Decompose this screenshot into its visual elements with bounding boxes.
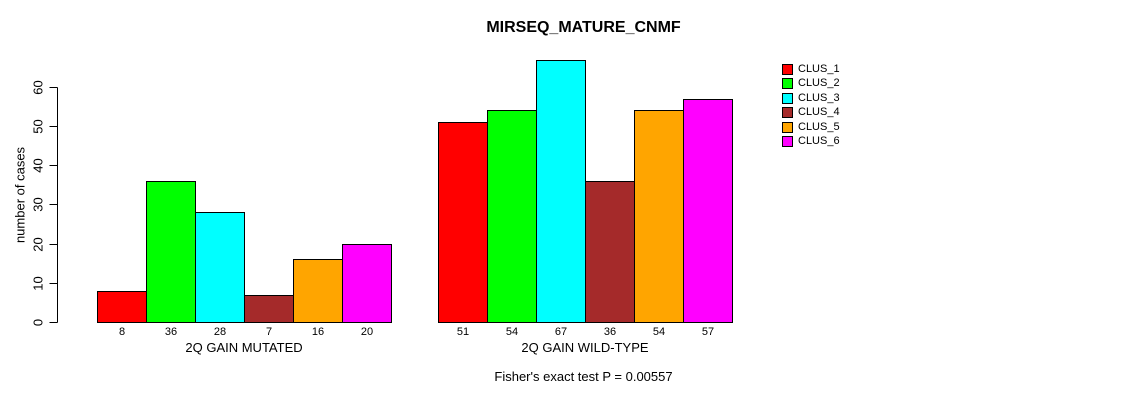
legend-swatch-clus-5 bbox=[782, 121, 793, 133]
bar-value-label: 51 bbox=[457, 326, 469, 338]
bar-value-label: 7 bbox=[266, 326, 272, 338]
y-tick-label: 50 bbox=[31, 119, 46, 133]
legend: CLUS_1 CLUS_2 CLUS_3 CLUS_4 CLUS_5 CLUS_6 bbox=[782, 64, 840, 150]
legend-label: CLUS_6 bbox=[798, 134, 840, 147]
bar-value-label: 57 bbox=[702, 326, 714, 338]
chart-title: MIRSEQ_MATURE_CNMF bbox=[486, 19, 681, 36]
y-tick-label: 60 bbox=[31, 80, 46, 94]
bar-clus-6-group1 bbox=[683, 99, 733, 323]
legend-label: CLUS_2 bbox=[798, 77, 840, 90]
bar-clus-1-group1 bbox=[438, 122, 488, 323]
bar-value-label: 36 bbox=[165, 326, 177, 338]
legend-swatch-clus-1 bbox=[782, 64, 793, 75]
legend-item-clus-1: CLUS_1 bbox=[782, 64, 840, 75]
x-group-label-wild-type: 2Q GAIN WILD-TYPE bbox=[521, 340, 649, 355]
legend-label: CLUS_4 bbox=[798, 106, 840, 119]
bar-clus-6-group0 bbox=[342, 244, 392, 323]
bar-value-label: 54 bbox=[506, 326, 518, 338]
bar-clus-3-group1 bbox=[536, 60, 586, 323]
legend-item-clus-6: CLUS_6 bbox=[782, 134, 840, 147]
x-group-label-mutated: 2Q GAIN MUTATED bbox=[185, 340, 303, 355]
bar-clus-4-group1 bbox=[585, 181, 635, 323]
bar-clus-5-group1 bbox=[634, 110, 684, 323]
bar-value-label: 20 bbox=[361, 326, 373, 338]
legend-swatch-clus-2 bbox=[782, 78, 793, 90]
y-tick-label: 20 bbox=[31, 237, 46, 251]
bar-value-label: 36 bbox=[604, 326, 616, 338]
legend-swatch-clus-3 bbox=[782, 92, 793, 104]
bar-clus-2-group1 bbox=[487, 110, 537, 323]
legend-item-clus-5: CLUS_5 bbox=[782, 120, 840, 133]
legend-item-clus-2: CLUS_2 bbox=[782, 77, 840, 90]
y-tick-label: 30 bbox=[31, 197, 46, 211]
fisher-test-annotation: Fisher's exact test P = 0.00557 bbox=[494, 369, 673, 384]
legend-item-clus-3: CLUS_3 bbox=[782, 91, 840, 104]
bar-value-label: 28 bbox=[214, 326, 226, 338]
bar-value-label: 67 bbox=[555, 326, 567, 338]
y-tick-label: 40 bbox=[31, 158, 46, 172]
bar-clus-4-group0 bbox=[244, 295, 294, 323]
legend-item-clus-4: CLUS_4 bbox=[782, 106, 840, 119]
y-tick-label: 0 bbox=[31, 319, 46, 326]
legend-swatch-clus-6 bbox=[782, 135, 793, 147]
bar-clus-2-group0 bbox=[146, 181, 196, 323]
bar-clus-1-group0 bbox=[97, 291, 147, 323]
bar-value-label: 54 bbox=[653, 326, 665, 338]
legend-label: CLUS_1 bbox=[798, 63, 840, 75]
legend-label: CLUS_5 bbox=[798, 120, 840, 133]
legend-label: CLUS_3 bbox=[798, 91, 840, 104]
y-tick-label: 10 bbox=[31, 276, 46, 290]
bar-clus-3-group0 bbox=[195, 212, 245, 323]
legend-swatch-clus-4 bbox=[782, 107, 793, 119]
bar-clus-5-group0 bbox=[293, 259, 343, 323]
bar-value-label: 8 bbox=[119, 326, 125, 338]
bar-value-label: 16 bbox=[312, 326, 324, 338]
